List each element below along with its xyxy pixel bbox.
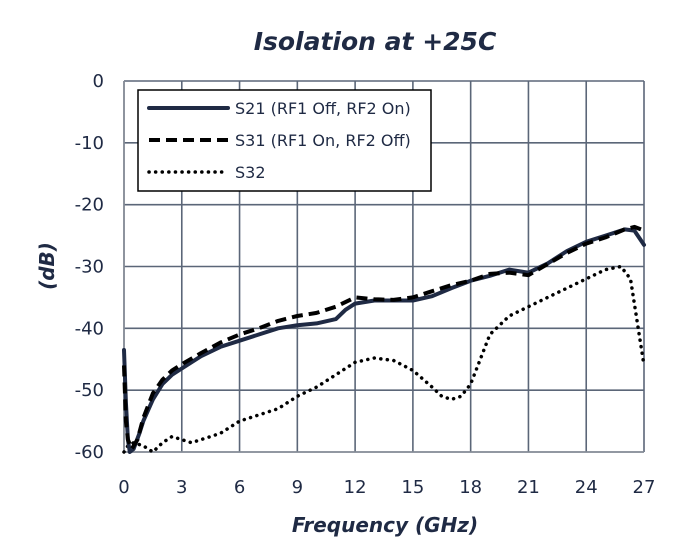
y-tick-label: -40 — [75, 318, 104, 339]
y-tick-labels: 0 -10 -20 -30 -40 -50 -60 — [75, 71, 104, 463]
series-line-solid — [122, 227, 646, 454]
x-tick-label: 9 — [292, 477, 303, 498]
chart-title: Isolation at +25C — [254, 27, 497, 56]
y-tick-label: -60 — [75, 442, 104, 463]
x-tick-label: 12 — [344, 477, 367, 498]
x-axis-label: Frequency (GHz) — [292, 513, 478, 537]
y-axis-label: (dB) — [35, 242, 59, 290]
y-tick-label: -20 — [75, 195, 104, 216]
x-tick-label: 6 — [234, 477, 245, 498]
y-tick-label: -10 — [75, 133, 104, 154]
legend-entry-label: S31 (RF1 On, RF2 Off) — [235, 131, 411, 150]
y-tick-label: 0 — [93, 71, 104, 92]
x-tick-label: 3 — [176, 477, 187, 498]
x-tick-label: 24 — [575, 477, 598, 498]
series-line-dotted — [122, 264, 646, 454]
x-tick-label: 27 — [633, 477, 656, 498]
series-layer — [122, 224, 646, 454]
series-line-dashed — [122, 224, 645, 451]
legend-entry-label: S21 (RF1 Off, RF2 On) — [235, 99, 411, 118]
y-tick-label: -50 — [75, 380, 104, 401]
x-tick-labels: 0 3 6 9 12 15 18 21 24 27 — [118, 477, 655, 498]
legend: S21 (RF1 Off, RF2 On) S31 (RF1 On, RF2 Of… — [137, 89, 432, 192]
x-tick-label: 21 — [517, 477, 540, 498]
y-tick-label: -30 — [75, 257, 104, 278]
x-tick-label: 15 — [401, 477, 424, 498]
x-tick-label: 18 — [459, 477, 482, 498]
legend-entry-label: S32 — [235, 163, 266, 182]
x-tick-label: 0 — [118, 477, 129, 498]
